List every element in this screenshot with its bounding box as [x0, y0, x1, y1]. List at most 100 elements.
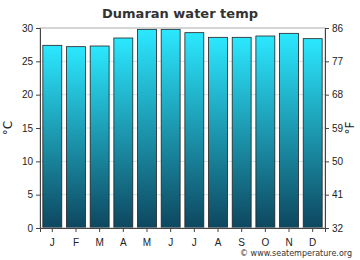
bar: [185, 33, 204, 228]
tick-label: 86: [332, 23, 344, 34]
tick-mark: [36, 61, 40, 62]
tick-mark: [123, 228, 124, 232]
tick: 59: [325, 123, 344, 134]
tick-mark: [170, 228, 171, 232]
tick: 10: [22, 156, 40, 167]
tick-mark: [312, 228, 313, 232]
axis-line: [41, 229, 326, 233]
tick-mark: [325, 195, 329, 196]
tick-mark: [265, 228, 266, 232]
tick-mark: [75, 228, 76, 232]
tick-mark: [146, 228, 147, 232]
bar: [232, 37, 251, 228]
tick-label: F: [73, 237, 79, 248]
tick: S: [238, 228, 245, 248]
tick: J: [50, 228, 55, 248]
bar: [114, 38, 133, 228]
tick-label: 77: [332, 56, 344, 67]
tick-label: M: [143, 237, 151, 248]
tick: J: [168, 228, 173, 248]
tick-label: M: [95, 237, 103, 248]
bar: [138, 29, 157, 228]
tick-label: A: [215, 237, 222, 248]
tick: 5: [27, 189, 40, 200]
tick: 32: [325, 223, 344, 234]
bar: [43, 45, 62, 228]
plot: J F M A M J J A S O N D 0 5 10 15 20 25 30 32 41 50 59 68 77 86: [22, 23, 344, 248]
tick: 41: [325, 189, 344, 200]
tick-mark: [325, 61, 329, 62]
tick: 30: [22, 23, 40, 34]
tick-mark: [36, 95, 40, 96]
tick-mark: [325, 95, 329, 96]
tick-label: J: [168, 237, 173, 248]
tick-label: D: [309, 237, 316, 248]
tick: N: [285, 228, 292, 248]
y2-axis-title: °F: [343, 121, 357, 134]
tick: 86: [325, 23, 344, 34]
tick-mark: [36, 128, 40, 129]
axis-line: [36, 29, 41, 229]
tick-label: 41: [332, 189, 344, 200]
tick: M: [95, 228, 103, 248]
tick-label: A: [120, 237, 127, 248]
bar: [161, 29, 180, 228]
axis-line: [326, 29, 330, 229]
tick: 0: [27, 223, 40, 234]
tick: 20: [22, 89, 40, 100]
tick-label: 25: [22, 56, 34, 67]
bars: [43, 29, 322, 228]
tick-label: J: [192, 237, 197, 248]
y-axis: 0 5 10 15 20 25 30: [22, 23, 41, 234]
tick: 68: [325, 89, 344, 100]
bar: [209, 37, 228, 228]
tick-label: 15: [22, 123, 34, 134]
tick-mark: [241, 228, 242, 232]
tick-label: O: [261, 237, 269, 248]
tick-mark: [325, 128, 329, 129]
tick-mark: [36, 228, 40, 229]
x-axis: JFMAMJJASOND: [41, 228, 326, 248]
tick: F: [73, 228, 79, 248]
bar: [303, 39, 322, 228]
tick-label: J: [50, 237, 55, 248]
tick: 77: [325, 56, 344, 67]
bar: [67, 47, 86, 228]
tick: J: [192, 228, 197, 248]
tick-mark: [218, 228, 219, 232]
tick-mark: [36, 195, 40, 196]
tick: M: [143, 228, 151, 248]
tick-label: 68: [332, 89, 344, 100]
plot-frame: [40, 28, 325, 228]
tick-label: 20: [22, 89, 34, 100]
tick: D: [309, 228, 316, 248]
bar: [256, 36, 275, 228]
tick-label: 59: [332, 123, 344, 134]
tick-label: 32: [332, 223, 344, 234]
tick-label: 30: [22, 23, 34, 34]
tick-label: S: [238, 237, 245, 248]
tick: 50: [325, 156, 344, 167]
tick: A: [215, 228, 222, 248]
y-axis-title: °C: [1, 121, 15, 135]
tick-mark: [36, 161, 40, 162]
tick-mark: [325, 161, 329, 162]
tick-mark: [36, 28, 40, 29]
tick-mark: [289, 228, 290, 232]
bar: [280, 33, 299, 228]
tick-mark: [99, 228, 100, 232]
source-note: © www.seatemperature.org: [240, 249, 352, 258]
tick-mark: [325, 28, 329, 29]
tick: 25: [22, 56, 40, 67]
tick-mark: [52, 228, 53, 232]
chart: J F M A M J J A S O N D 0 5 10 15 20 25 30 32 41 50 59 68 77 86 Du…: [0, 0, 360, 260]
tick-label: 50: [332, 156, 344, 167]
title: Dumaran water temp: [102, 6, 258, 21]
tick-label: 10: [22, 156, 34, 167]
tick: A: [120, 228, 127, 248]
bar: [90, 46, 109, 228]
plot-background: [40, 28, 325, 228]
y2-axis: 32 41 50 59 68 77 86: [325, 23, 344, 234]
tick: O: [261, 228, 269, 248]
tick-mark: [325, 228, 329, 229]
